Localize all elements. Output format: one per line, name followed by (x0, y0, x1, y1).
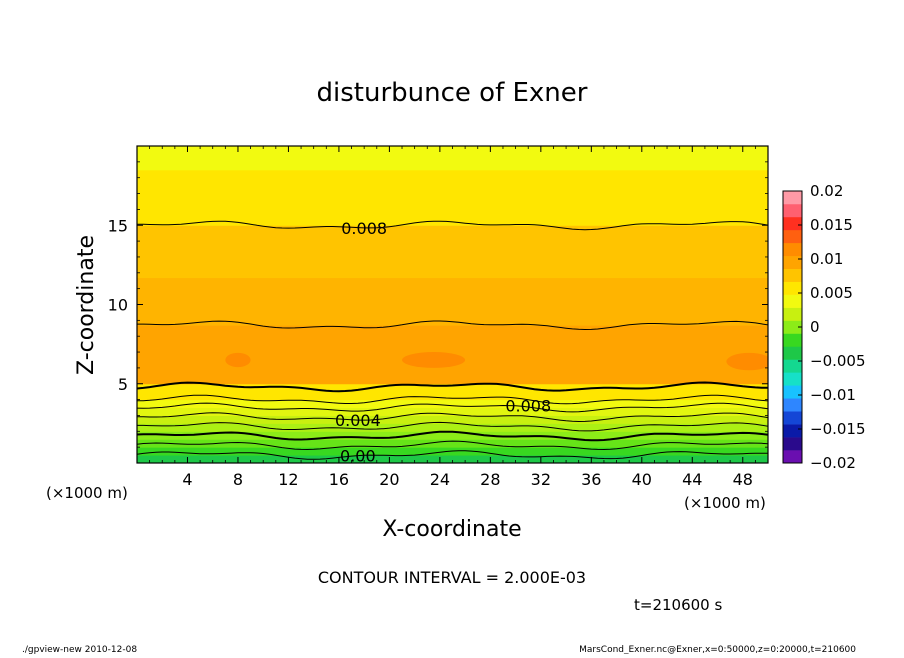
contour-label-10: 0.008 (505, 397, 551, 416)
contour-blob-0 (225, 352, 251, 368)
contour-line-2 (137, 430, 768, 442)
contour-band-2 (137, 439, 768, 448)
x-tick-label-5: 24 (430, 470, 450, 489)
contour-interval-text: CONTOUR INTERVAL = 2.000E-03 (318, 568, 586, 587)
contour-band-0 (137, 455, 768, 463)
colorbar-swatch-11 (783, 307, 802, 321)
colorbar-swatch-6 (783, 372, 802, 386)
contour-blob-1 (402, 352, 466, 368)
colorbar-swatch-12 (783, 294, 802, 308)
colorbar-label-8: −0.02 (810, 454, 856, 472)
colorbar-label-1: 0.015 (810, 216, 853, 234)
contour-band-3 (137, 431, 768, 440)
x-axis-label: X-coordinate (382, 517, 521, 542)
x-tick-label-2: 12 (278, 470, 298, 489)
contour-blob-2 (726, 352, 768, 371)
x-tick-label-10: 44 (682, 470, 702, 489)
colorbar-swatch-7 (783, 359, 802, 373)
colorbar-swatch-20 (783, 191, 802, 205)
x-tick-label-1: 8 (233, 470, 243, 489)
colorbar-label-6: −0.01 (810, 386, 856, 404)
footer-right-text: MarsCond_Exner.nc@Exner,x=0:50000,z=0:20… (579, 645, 856, 654)
contour-band-5 (137, 415, 768, 424)
y-tick-label-1: 10 (108, 296, 128, 315)
colorbar-swatch-13 (783, 281, 802, 295)
contour-band-7 (137, 399, 768, 409)
colorbar-label-3: 0.005 (810, 284, 853, 302)
contour-lines (137, 220, 768, 460)
contour-band-12 (137, 169, 768, 226)
contour-line-1 (137, 440, 768, 451)
colorbar-swatch-1 (783, 437, 802, 451)
colorbar-label-7: −0.015 (810, 420, 866, 438)
x-tick-label-8: 36 (581, 470, 601, 489)
contour-band-4 (137, 423, 768, 432)
time-label: t=210600 s (634, 596, 722, 614)
colorbar-swatch-9 (783, 333, 802, 347)
plot-area (137, 146, 768, 463)
colorbar-swatch-2 (783, 424, 802, 438)
contour-line-4 (137, 412, 768, 423)
y-tick-label-0: 5 (118, 375, 128, 394)
y-axis-label: Z-coordinate (74, 235, 99, 375)
contour-label-0: 0.00 (340, 447, 376, 466)
colorbar-label-0: 0.02 (810, 182, 843, 200)
contour-label-4: 0.004 (335, 411, 381, 430)
contour-line-6 (137, 394, 768, 405)
colorbar-swatch-5 (783, 385, 802, 399)
chart-title: disturbunce of Exner (317, 78, 588, 108)
contour-band-13 (137, 146, 768, 171)
colorbar-label-4: 0 (810, 318, 820, 336)
contour-line-3 (137, 421, 768, 432)
x-tick-label-7: 32 (531, 470, 551, 489)
colorbar-swatch-16 (783, 242, 802, 257)
contour-band-11 (137, 225, 768, 279)
y-unit-label: (×1000 m) (46, 484, 128, 502)
contour-band-10 (137, 277, 768, 326)
contour-line-5 (137, 402, 768, 413)
colorbar: 0.02 0.015 0.01 0.005 0 −0.005 −0.01 −0.015 −0.0… (782, 182, 866, 472)
footer-left-text: ./gpview-new 2010-12-08 (22, 645, 137, 654)
contour-line-7 (137, 381, 768, 393)
contour-line-8 (137, 320, 768, 331)
contour-band-6 (137, 407, 768, 416)
x-tick-label-9: 40 (632, 470, 652, 489)
colorbar-swatch-19 (783, 203, 802, 218)
contour-labels: 0.00 0.004 0.008 0.008 (335, 219, 551, 466)
colorbar-swatch-4 (783, 398, 802, 412)
colorbar-swatch-8 (783, 346, 802, 360)
x-unit-label: (×1000 m) (684, 494, 766, 512)
contour-line-0 (137, 450, 768, 460)
contour-line-9 (137, 220, 768, 231)
x-tick-label-4: 20 (379, 470, 399, 489)
colorbar-swatch-18 (783, 216, 802, 231)
colorbar-swatch-15 (783, 255, 802, 270)
x-tick-label-0: 4 (182, 470, 192, 489)
colorbar-label-5: −0.005 (810, 352, 866, 370)
y-tick-label-2: 15 (108, 216, 128, 235)
colorbar-swatch-17 (783, 229, 802, 244)
colorbar-swatch-14 (783, 268, 802, 282)
colorbar-swatch-0 (783, 450, 802, 464)
x-tick-label-11: 48 (733, 470, 753, 489)
colorbar-label-2: 0.01 (810, 250, 843, 268)
x-axis: 4 8 12 16 20 24 28 32 36 40 44 48 (149, 146, 756, 489)
contour-label-9: 0.008 (341, 219, 387, 238)
y-axis: 5 10 15 (108, 161, 768, 448)
colorbar-swatch-10 (783, 320, 802, 334)
colorbar-swatch-3 (783, 411, 802, 425)
x-tick-label-6: 28 (480, 470, 500, 489)
x-tick-label-3: 16 (329, 470, 349, 489)
